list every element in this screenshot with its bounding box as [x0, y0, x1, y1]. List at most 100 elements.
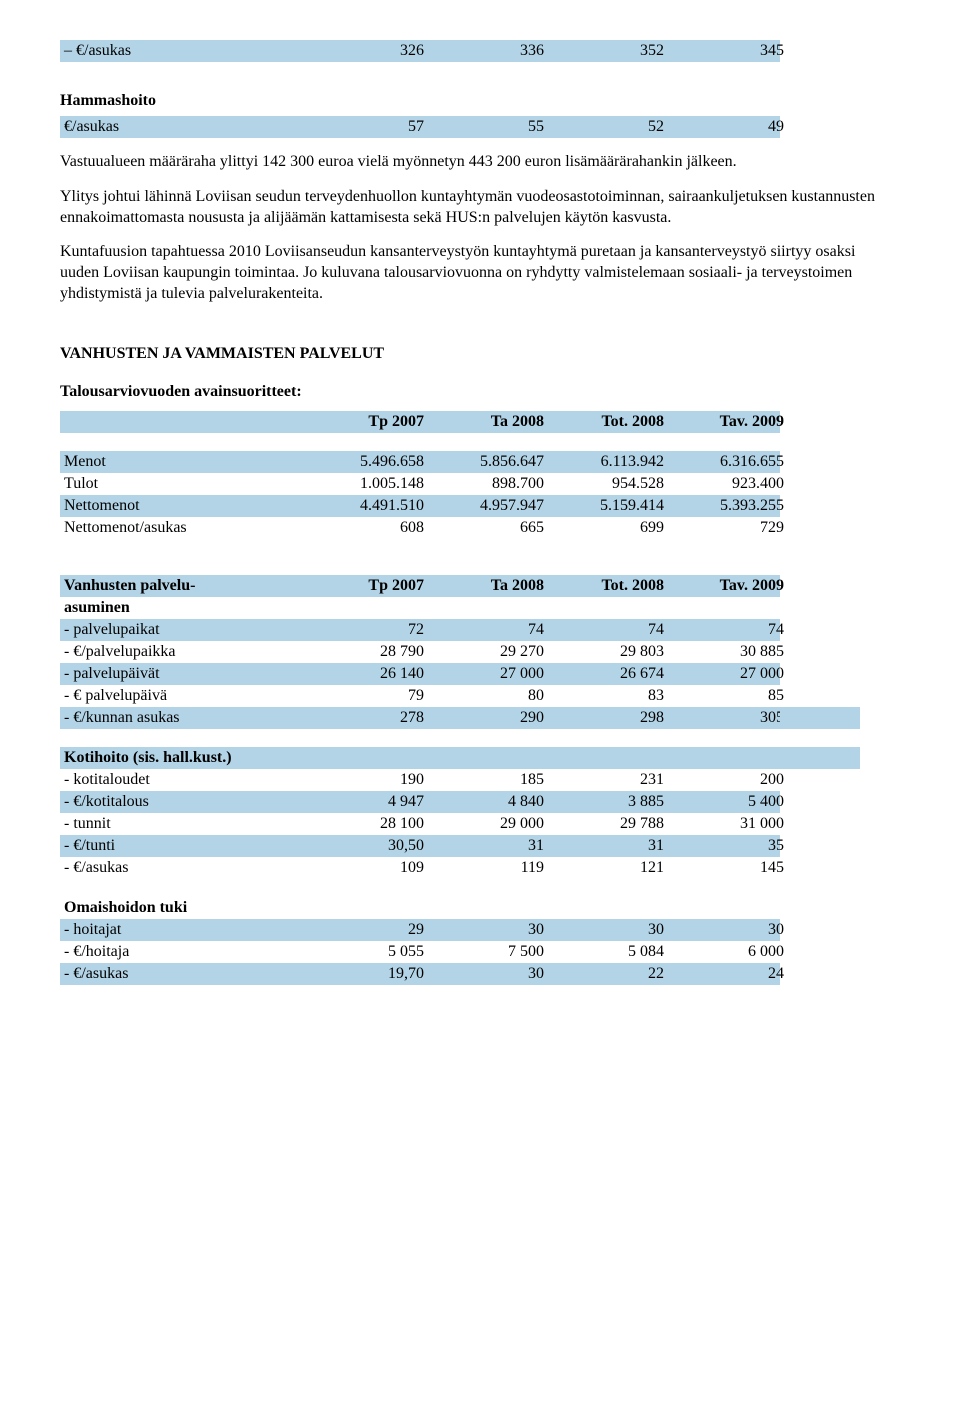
cell: 29 803: [544, 643, 664, 661]
cell: 30,50: [304, 837, 424, 855]
row-label: - hoitajat: [64, 921, 304, 939]
cell: 30: [544, 921, 664, 939]
subsection-title-kotihoito-row: Kotihoito (sis. hall.kust.): [60, 747, 900, 769]
cell: 52: [544, 118, 664, 136]
cell: 5 400: [664, 793, 784, 811]
row-label: - €/kunnan asukas: [64, 709, 304, 727]
cell: 5.393.255: [664, 497, 784, 515]
table-row: - €/asukas 109 119 121 145: [60, 857, 780, 879]
section-title-vanhusten: VANHUSTEN JA VAMMAISTEN PALVELUT: [60, 345, 900, 363]
row-label: - € palvelupäivä: [64, 687, 304, 705]
row-label: Nettomenot/asukas: [64, 519, 304, 537]
cell: 109: [304, 859, 424, 877]
subsection-title-kotihoito: Kotihoito (sis. hall.kust.): [64, 749, 776, 767]
cell: 4.491.510: [304, 497, 424, 515]
cell: 6.113.942: [544, 453, 664, 471]
paragraph: Kuntafuusion tapahtuessa 2010 Loviisanse…: [60, 242, 880, 304]
cell: 729: [664, 519, 784, 537]
cell: 79: [304, 687, 424, 705]
cell: 1.005.148: [304, 475, 424, 493]
cell: 145: [664, 859, 784, 877]
table-row: Menot 5.496.658 5.856.647 6.113.942 6.31…: [60, 451, 780, 473]
cell: 278: [304, 709, 424, 727]
cell: 72: [304, 621, 424, 639]
trailing-highlight: [780, 707, 860, 729]
column-header: Ta 2008: [424, 413, 544, 431]
row-label: - kotitaloudet: [64, 771, 304, 789]
row-label: €/asukas: [64, 118, 304, 136]
cell: 185: [424, 771, 544, 789]
cell: 26 674: [544, 665, 664, 683]
cell: 31: [544, 837, 664, 855]
column-header: Tot. 2008: [544, 577, 664, 595]
table-row: €/asukas 57 55 52 49: [60, 116, 780, 138]
cell: 31: [424, 837, 544, 855]
subsection-title-omaishoidon-row: Omaishoidon tuki: [60, 897, 900, 919]
row-label: - €/tunti: [64, 837, 304, 855]
table-row: asuminen: [60, 597, 900, 619]
cell: 49: [664, 118, 784, 136]
cell: 5.496.658: [304, 453, 424, 471]
row-label: - €/kotitalous: [64, 793, 304, 811]
table-row: - palvelupaikat 72 74 74 74: [60, 619, 780, 641]
cell: 6.316.655: [664, 453, 784, 471]
cell: 57: [304, 118, 424, 136]
cell: 119: [424, 859, 544, 877]
table-row: - €/kotitalous 4 947 4 840 3 885 5 400: [60, 791, 780, 813]
cell: 298: [544, 709, 664, 727]
cell: 665: [424, 519, 544, 537]
column-header: Tot. 2008: [544, 413, 664, 431]
table-row: - €/kunnan asukas 278 290 298 305: [60, 707, 900, 729]
cell: 35: [664, 837, 784, 855]
row-label: - palvelupaikat: [64, 621, 304, 639]
cell: 345: [664, 42, 784, 60]
cell: 24: [664, 965, 784, 983]
cell: 954.528: [544, 475, 664, 493]
row-label: – €/asukas: [64, 42, 304, 60]
paragraph: Vastuualueen määräraha ylittyi 142 300 e…: [60, 152, 880, 173]
cell: 74: [544, 621, 664, 639]
row-label: Menot: [64, 453, 304, 471]
table-row: - hoitajat 29 30 30 30: [60, 919, 780, 941]
column-header: Tp 2007: [304, 577, 424, 595]
cell: 200: [664, 771, 784, 789]
cell: 231: [544, 771, 664, 789]
row-label: - €/hoitaja: [64, 943, 304, 961]
row-label: Nettomenot: [64, 497, 304, 515]
cell: 80: [424, 687, 544, 705]
cell: 326: [304, 42, 424, 60]
table-row: Nettomenot 4.491.510 4.957.947 5.159.414…: [60, 495, 780, 517]
column-header: Tav. 2009: [664, 413, 784, 431]
cell: 4 840: [424, 793, 544, 811]
table-row: - €/palvelupaikka 28 790 29 270 29 803 3…: [60, 641, 780, 663]
table-row: - €/tunti 30,50 31 31 35: [60, 835, 780, 857]
cell: 30 885: [664, 643, 784, 661]
cell: 3 885: [544, 793, 664, 811]
cell: 699: [544, 519, 664, 537]
cell: 26 140: [304, 665, 424, 683]
paragraph: Ylitys johtui lähinnä Loviisan seudun te…: [60, 187, 880, 229]
subsection-title-avain: Talousarviovuoden avainsuoritteet:: [60, 383, 900, 401]
table-row: – €/asukas 326 336 352 345: [60, 40, 780, 62]
table-row: Nettomenot/asukas 608 665 699 729: [60, 517, 780, 539]
table-row: - tunnit 28 100 29 000 29 788 31 000: [60, 813, 780, 835]
row-label: - €/asukas: [64, 965, 304, 983]
cell: 5.856.647: [424, 453, 544, 471]
section-title-hammashoito: Hammashoito: [60, 92, 900, 110]
trailing-highlight: [780, 747, 860, 769]
table-row: - kotitaloudet 190 185 231 200: [60, 769, 780, 791]
cell: 74: [424, 621, 544, 639]
cell: 6 000: [664, 943, 784, 961]
cell: 29 000: [424, 815, 544, 833]
cell: 29: [304, 921, 424, 939]
table-header-row: Vanhusten palvelu- Tp 2007 Ta 2008 Tot. …: [60, 575, 780, 597]
cell: 305: [664, 709, 784, 727]
cell: 30: [424, 965, 544, 983]
column-header: Tav. 2009: [664, 577, 784, 595]
cell: 4 947: [304, 793, 424, 811]
subsection-title-omaishoidon: Omaishoidon tuki: [64, 899, 304, 917]
cell: 83: [544, 687, 664, 705]
table-row: - € palvelupäivä 79 80 83 85: [60, 685, 780, 707]
column-header: Tp 2007: [304, 413, 424, 431]
row-label: - €/asukas: [64, 859, 304, 877]
